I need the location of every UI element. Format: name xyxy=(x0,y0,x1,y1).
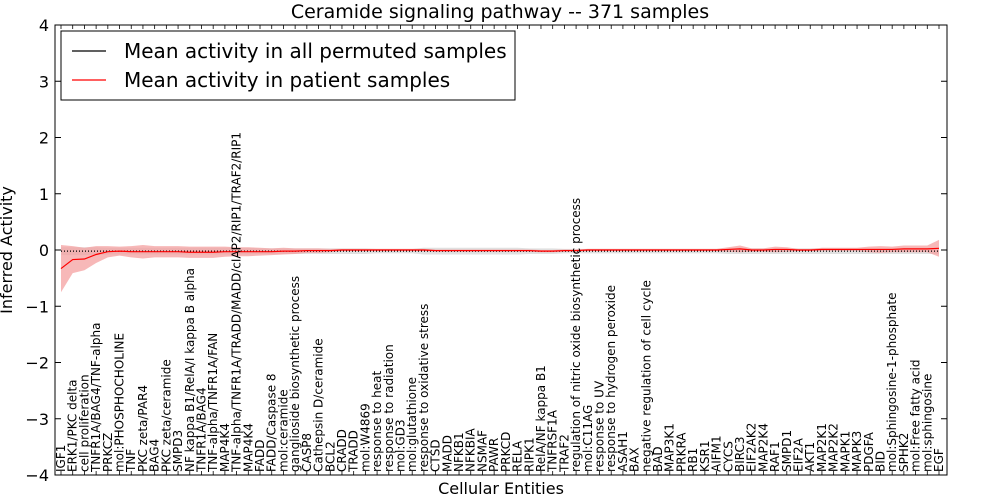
y-tick-label: −4 xyxy=(25,466,49,485)
x-category-label: regulation of nitric oxide biosynthetic … xyxy=(569,198,583,472)
x-category-label: TNF-alpha/TNFR1A/FAN xyxy=(206,333,220,473)
x-category-label: TRAF2 xyxy=(557,434,571,473)
x-category-label: CTSD xyxy=(429,439,443,472)
x-category-label: SMPD3 xyxy=(171,430,185,472)
x-category-label: TNFR1A/BAG4 xyxy=(194,387,208,473)
y-tick-label: 2 xyxy=(39,129,49,148)
x-category-label: SPHK2 xyxy=(897,433,911,472)
x-category-label: NF kappa B1/RelA/I kappa B alpha xyxy=(183,268,197,472)
legend: Mean activity in all permuted samples Me… xyxy=(60,30,516,101)
x-category-label: mol:Free fatty acid xyxy=(909,360,923,473)
x-category-label: ganglioside biosynthetic process xyxy=(288,276,302,472)
x-category-label: MAPK3 xyxy=(850,431,864,472)
chart-title: Ceramide signaling pathway -- 371 sample… xyxy=(291,1,709,23)
x-category-label: FADD/Caspase 8 xyxy=(265,373,279,472)
x-category-label: CYCS xyxy=(721,441,735,472)
x-category-label: PRKRA xyxy=(674,432,688,472)
x-category-label: CRADD xyxy=(335,429,349,472)
x-category-label: TRADD xyxy=(347,430,361,473)
legend-box xyxy=(60,30,516,101)
x-category-label: NSMAF xyxy=(475,430,489,472)
x-category-label: negative regulation of cell cycle xyxy=(639,280,653,472)
x-category-label: response to radiation xyxy=(382,344,396,472)
y-tick-label: −3 xyxy=(25,410,49,429)
x-category-label: TNF-alpha/TNFR1A/TRADD/MADD/cIAP2/RIP1/T… xyxy=(230,132,244,473)
x-category-label: mol:sphingosine xyxy=(920,374,934,472)
y-tick-label: −1 xyxy=(25,297,49,316)
x-category-label: PKC zeta/ceramide xyxy=(159,359,173,472)
x-category-label: MAP4K4 xyxy=(218,423,232,472)
x-category-label: BID xyxy=(873,451,887,472)
x-category-label: EIF2A xyxy=(792,437,806,472)
x-category-label: mol:GD3 xyxy=(393,419,407,472)
x-category-label: BAX xyxy=(628,447,642,472)
x-category-label: BAG4 xyxy=(148,439,162,472)
x-category-label: mol:Sphingosine-1-phosphate xyxy=(885,293,899,473)
y-axis-label: Inferred Activity xyxy=(0,186,16,314)
x-axis-label: Cellular Entities xyxy=(438,479,564,498)
x-category-label: MAP2K4 xyxy=(756,423,770,472)
y-tick-label: −2 xyxy=(25,354,49,373)
x-category-label: TNFR1A/BAG4/TNF-alpha xyxy=(89,323,103,473)
x-category-label: PKC zeta/PAR4 xyxy=(136,385,150,472)
x-category-label: PAWR xyxy=(487,438,501,472)
x-category-label: TNFRSF1A xyxy=(546,409,560,473)
x-category-label: response to heat xyxy=(370,370,384,472)
x-category-label: SMPD1 xyxy=(780,430,794,472)
legend-entry-permuted: Mean activity in all permuted samples xyxy=(124,39,507,63)
x-category-label: RELA xyxy=(511,440,525,472)
x-category-label: EGF xyxy=(932,448,946,472)
x-category-label: RelA/NF kappa B1 xyxy=(534,365,548,472)
y-tick-label: 1 xyxy=(39,185,49,204)
x-category-label: mol:C11AG xyxy=(581,405,595,472)
x-category-label: RB1 xyxy=(686,448,700,472)
x-category-label: MADD xyxy=(440,435,454,472)
x-category-label: FADD xyxy=(253,440,267,473)
legend-entry-patient: Mean activity in patient samples xyxy=(124,68,450,92)
x-category-label: PRKCD xyxy=(499,432,513,472)
patient-band xyxy=(61,239,939,293)
x-category-label: IGF1 xyxy=(54,445,68,472)
y-tick-label: 3 xyxy=(39,72,49,91)
x-category-label: BIRC3 xyxy=(733,436,747,472)
x-category-label: MAP2K1 xyxy=(815,423,829,472)
x-category-label: EIF2AK2 xyxy=(745,423,759,472)
x-category-label: MAP2K2 xyxy=(827,423,841,472)
y-tick-label: 4 xyxy=(39,16,49,35)
y-tick-label: 0 xyxy=(39,241,49,260)
x-category-label: cell proliferation xyxy=(77,374,91,472)
x-category-label: Cathepsin D/ceramide xyxy=(312,338,326,472)
x-category-label: ASAH1 xyxy=(616,431,630,472)
x-category-label: BCL2 xyxy=(323,441,337,472)
patient-mean-line xyxy=(60,247,940,270)
x-category-label: PRKCZ xyxy=(101,433,115,472)
x-category-label: NFKBIA xyxy=(464,427,478,472)
x-category-label: AKT1 xyxy=(803,442,817,472)
x-category-label: RAF1 xyxy=(768,441,782,472)
x-category-label: RIPK1 xyxy=(522,437,536,472)
x-category-label: PDGFA xyxy=(862,431,876,472)
x-category-label: mol:W4869 xyxy=(358,403,372,472)
x-category-label: BAD xyxy=(651,446,665,472)
x-category-label: ERK1/PKC delta xyxy=(66,379,80,472)
x-category-label: CASP8 xyxy=(300,433,314,472)
x-category-label: MAP4K4 xyxy=(241,423,255,472)
y-axis: −4 −3 −2 −1 0 1 2 3 4 xyxy=(25,16,947,485)
x-category-label: TNF xyxy=(124,449,138,473)
x-category-label: NFKB1 xyxy=(452,432,466,472)
x-category-label: KSR1 xyxy=(698,441,712,472)
x-category-label: MAPK1 xyxy=(838,431,852,472)
x-category-label: response to hydrogen peroxide xyxy=(604,285,618,472)
x-category-label: mol:glutathione xyxy=(405,377,419,472)
x-category-label: AIFM1 xyxy=(710,435,724,472)
x-category-label: response to oxidative stress xyxy=(417,304,431,472)
x-category-label: response to UV xyxy=(593,380,607,472)
x-category-label: mol:PHOSPHOCHOLINE xyxy=(113,333,127,472)
lines-layer xyxy=(60,247,940,270)
x-category-label: mol:ceramide xyxy=(276,389,290,472)
x-category-label: MAP3K1 xyxy=(663,423,677,472)
